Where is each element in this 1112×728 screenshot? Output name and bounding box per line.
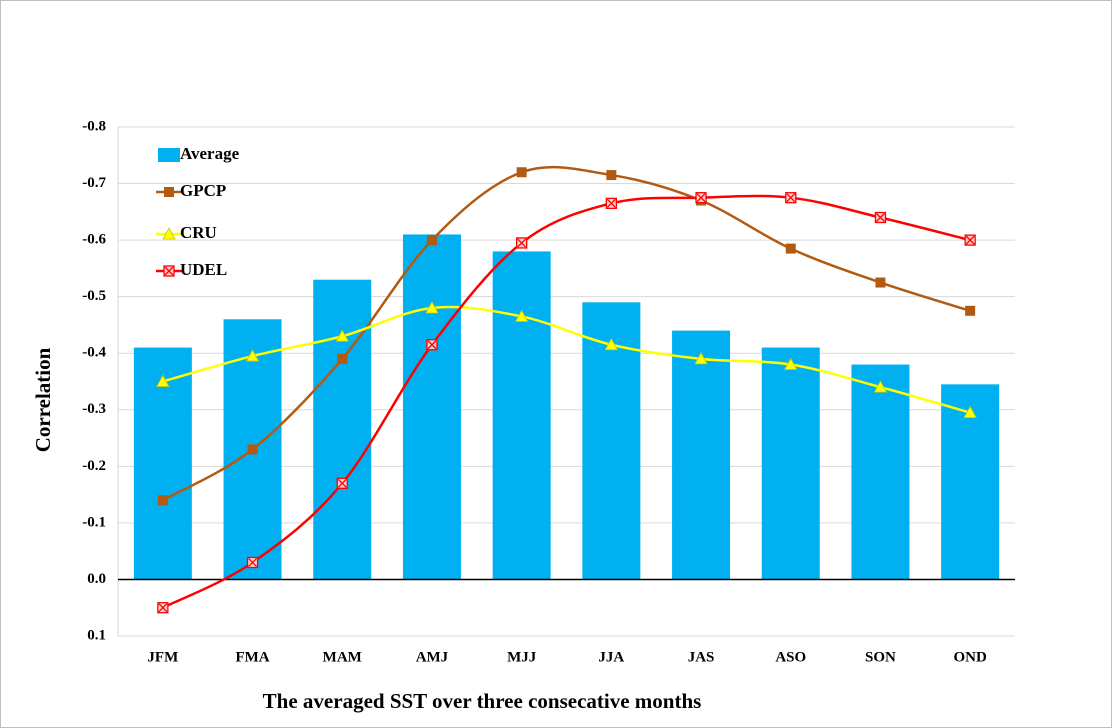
y-axis-title: Correlation bbox=[31, 347, 55, 452]
y-tick-label: 0.1 bbox=[87, 627, 106, 643]
bar bbox=[851, 364, 910, 580]
legend-marker bbox=[164, 187, 174, 197]
x-axis-title: The averaged SST over three consecative … bbox=[263, 689, 702, 713]
marker bbox=[156, 374, 170, 387]
bar bbox=[313, 279, 372, 580]
legend-label: GPCP bbox=[180, 181, 226, 200]
y-tick-label: 0.0 bbox=[87, 571, 106, 587]
legend-label: UDEL bbox=[180, 260, 227, 279]
marker bbox=[247, 444, 258, 455]
x-tick-label: JFM bbox=[147, 649, 178, 665]
y-tick-label: -0.8 bbox=[82, 118, 106, 134]
marker bbox=[426, 339, 438, 351]
line bbox=[162, 165, 971, 502]
marker bbox=[516, 167, 527, 178]
marker bbox=[964, 234, 976, 246]
legend-marker bbox=[163, 265, 175, 277]
marker bbox=[695, 192, 707, 204]
y-tick-label: -0.3 bbox=[82, 401, 106, 417]
y-tick-label: -0.7 bbox=[82, 175, 106, 191]
marker bbox=[873, 380, 888, 393]
marker bbox=[245, 349, 260, 362]
marker bbox=[516, 237, 528, 249]
marker bbox=[606, 170, 617, 181]
line bbox=[162, 194, 971, 609]
y-tick-label: -0.6 bbox=[82, 232, 106, 248]
marker bbox=[963, 405, 977, 419]
marker bbox=[425, 301, 439, 314]
marker bbox=[337, 353, 348, 364]
x-tick-label: AMJ bbox=[416, 649, 449, 665]
legend-label: Average bbox=[180, 144, 240, 163]
marker bbox=[605, 197, 617, 210]
marker bbox=[784, 357, 798, 370]
bar bbox=[402, 234, 461, 580]
x-tick-label: OND bbox=[953, 649, 987, 665]
marker bbox=[874, 211, 887, 224]
marker bbox=[246, 556, 259, 569]
legend-swatch bbox=[158, 148, 180, 162]
y-tick-label: -0.5 bbox=[82, 288, 106, 304]
y-tick-label: -0.2 bbox=[82, 458, 106, 474]
bar bbox=[672, 330, 731, 580]
marker bbox=[965, 305, 976, 316]
x-tick-label: FMA bbox=[235, 649, 269, 665]
marker bbox=[785, 243, 796, 254]
x-tick-label: JJA bbox=[598, 649, 624, 665]
marker bbox=[875, 277, 886, 288]
marker bbox=[426, 235, 437, 246]
bar bbox=[761, 347, 820, 580]
line bbox=[162, 305, 971, 414]
marker bbox=[694, 352, 708, 365]
x-tick-label: MAM bbox=[323, 649, 362, 665]
marker bbox=[604, 337, 619, 351]
y-tick-label: -0.1 bbox=[82, 514, 106, 530]
x-tick-label: JAS bbox=[688, 649, 715, 665]
bar bbox=[492, 251, 551, 580]
x-tick-label: ASO bbox=[775, 649, 806, 665]
x-tick-label: MJJ bbox=[507, 649, 537, 665]
legend-label: CRU bbox=[180, 223, 217, 242]
marker bbox=[157, 602, 169, 614]
y-tick-label: -0.4 bbox=[82, 345, 106, 361]
x-tick-label: SON bbox=[865, 649, 896, 665]
marker bbox=[335, 329, 349, 342]
legend-marker bbox=[162, 227, 176, 240]
marker bbox=[785, 192, 797, 204]
marker bbox=[157, 495, 168, 506]
marker bbox=[336, 477, 348, 489]
marker bbox=[514, 309, 529, 322]
